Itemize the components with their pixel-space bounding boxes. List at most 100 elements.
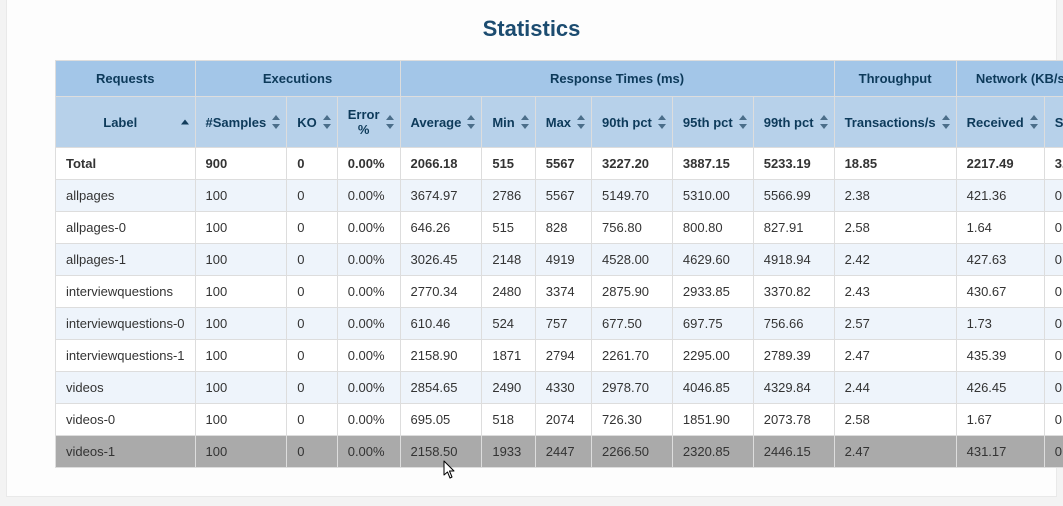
cell-p90: 2875.90 bbox=[592, 276, 673, 308]
table-row[interactable]: videos-010000.00%695.055182074726.301851… bbox=[56, 404, 1063, 436]
table-row[interactable]: videos-110000.00%2158.50193324472266.502… bbox=[56, 436, 1063, 468]
col-sent-text: Sent bbox=[1055, 115, 1063, 130]
col-average[interactable]: Average bbox=[400, 97, 482, 148]
cell-samples: 100 bbox=[195, 308, 287, 340]
cell-received: 1.67 bbox=[956, 404, 1044, 436]
cell-min: 2148 bbox=[482, 244, 535, 276]
table-row[interactable]: allpages-010000.00%646.26515828756.80800… bbox=[56, 212, 1063, 244]
table-row[interactable]: videos10000.00%2854.65249043302978.70404… bbox=[56, 372, 1063, 404]
cell-tps: 2.38 bbox=[834, 180, 956, 212]
cell-p99: 4329.84 bbox=[753, 372, 834, 404]
group-header-network: Network (KB/sec) bbox=[956, 61, 1063, 97]
cell-label: videos-0 bbox=[56, 404, 196, 436]
col-min[interactable]: Min bbox=[482, 97, 535, 148]
cell-sent: 0.30 bbox=[1044, 212, 1063, 244]
cell-p99: 2789.39 bbox=[753, 340, 834, 372]
group-header-executions: Executions bbox=[195, 61, 400, 97]
column-header-row: Label #Samples KO Error % Average Min Ma… bbox=[56, 97, 1063, 148]
cell-tps: 2.43 bbox=[834, 276, 956, 308]
cell-p90: 726.30 bbox=[592, 404, 673, 436]
col-error[interactable]: Error % bbox=[337, 97, 400, 148]
cell-p90: 3227.20 bbox=[592, 148, 673, 180]
table-row[interactable]: allpages10000.00%3674.97278655675149.705… bbox=[56, 180, 1063, 212]
cell-sent: 0.56 bbox=[1044, 180, 1063, 212]
cell-received: 431.17 bbox=[956, 436, 1044, 468]
cell-label: interviewquestions bbox=[56, 276, 196, 308]
cell-ko: 0 bbox=[287, 244, 338, 276]
cell-error: 0.00% bbox=[337, 212, 400, 244]
cell-received: 435.39 bbox=[956, 340, 1044, 372]
col-samples-text: #Samples bbox=[206, 115, 267, 130]
cell-ko: 0 bbox=[287, 404, 338, 436]
cell-samples: 100 bbox=[195, 404, 287, 436]
cell-samples: 900 bbox=[195, 148, 287, 180]
cell-samples: 100 bbox=[195, 212, 287, 244]
cell-max: 2794 bbox=[535, 340, 591, 372]
cell-max: 2074 bbox=[535, 404, 591, 436]
sort-both-icon bbox=[323, 115, 331, 129]
col-p99[interactable]: 99th pct bbox=[753, 97, 834, 148]
cell-max: 5567 bbox=[535, 148, 591, 180]
cell-p95: 2933.85 bbox=[672, 276, 753, 308]
table-row[interactable]: interviewquestions10000.00%2770.34248033… bbox=[56, 276, 1063, 308]
cell-sent: 0.35 bbox=[1044, 308, 1063, 340]
cell-received: 2217.49 bbox=[956, 148, 1044, 180]
cell-average: 2854.65 bbox=[400, 372, 482, 404]
table-row[interactable]: interviewquestions-110000.00%2158.901871… bbox=[56, 340, 1063, 372]
cell-max: 828 bbox=[535, 212, 591, 244]
col-max[interactable]: Max bbox=[535, 97, 591, 148]
cell-error: 0.00% bbox=[337, 340, 400, 372]
cell-label: allpages-0 bbox=[56, 212, 196, 244]
cell-sent: 0.66 bbox=[1044, 276, 1063, 308]
table-row[interactable]: interviewquestions-010000.00%610.4652475… bbox=[56, 308, 1063, 340]
cell-label: Total bbox=[56, 148, 196, 180]
table-row[interactable]: allpages-110000.00%3026.45214849194528.0… bbox=[56, 244, 1063, 276]
cell-average: 2770.34 bbox=[400, 276, 482, 308]
col-label[interactable]: Label bbox=[56, 97, 196, 148]
cell-max: 757 bbox=[535, 308, 591, 340]
col-ko-text: KO bbox=[297, 115, 317, 130]
col-received[interactable]: Received bbox=[956, 97, 1044, 148]
cell-label: allpages bbox=[56, 180, 196, 212]
cell-sent: 0.28 bbox=[1044, 244, 1063, 276]
cell-sent: 0.34 bbox=[1044, 340, 1063, 372]
cell-average: 2066.18 bbox=[400, 148, 482, 180]
col-p90[interactable]: 90th pct bbox=[592, 97, 673, 148]
cell-error: 0.00% bbox=[337, 308, 400, 340]
col-p95[interactable]: 95th pct bbox=[672, 97, 753, 148]
col-sent[interactable]: Sent bbox=[1044, 97, 1063, 148]
cell-error: 0.00% bbox=[337, 180, 400, 212]
cell-error: 0.00% bbox=[337, 148, 400, 180]
cell-p90: 4528.00 bbox=[592, 244, 673, 276]
cell-error: 0.00% bbox=[337, 276, 400, 308]
cell-max: 3374 bbox=[535, 276, 591, 308]
cell-tps: 2.42 bbox=[834, 244, 956, 276]
cell-samples: 100 bbox=[195, 436, 287, 468]
cell-tps: 2.44 bbox=[834, 372, 956, 404]
cell-p90: 5149.70 bbox=[592, 180, 673, 212]
cell-p95: 697.75 bbox=[672, 308, 753, 340]
col-min-text: Min bbox=[492, 115, 514, 130]
cell-p95: 3887.15 bbox=[672, 148, 753, 180]
group-header-response: Response Times (ms) bbox=[400, 61, 834, 97]
table-row[interactable]: Total90000.00%2066.1851555673227.203887.… bbox=[56, 148, 1063, 180]
cell-ko: 0 bbox=[287, 308, 338, 340]
cell-received: 426.45 bbox=[956, 372, 1044, 404]
cell-average: 646.26 bbox=[400, 212, 482, 244]
statistics-table: Requests Executions Response Times (ms) … bbox=[55, 60, 1063, 468]
cell-label: videos bbox=[56, 372, 196, 404]
sort-both-icon bbox=[521, 115, 529, 129]
col-ko[interactable]: KO bbox=[287, 97, 338, 148]
cell-p90: 2261.70 bbox=[592, 340, 673, 372]
cell-min: 2786 bbox=[482, 180, 535, 212]
col-samples[interactable]: #Samples bbox=[195, 97, 287, 148]
cell-average: 2158.50 bbox=[400, 436, 482, 468]
cell-ko: 0 bbox=[287, 372, 338, 404]
cell-error: 0.00% bbox=[337, 436, 400, 468]
cell-ko: 0 bbox=[287, 180, 338, 212]
cell-samples: 100 bbox=[195, 180, 287, 212]
cell-min: 1933 bbox=[482, 436, 535, 468]
cell-p99: 5233.19 bbox=[753, 148, 834, 180]
cell-average: 610.46 bbox=[400, 308, 482, 340]
col-tps[interactable]: Transactions/s bbox=[834, 97, 956, 148]
